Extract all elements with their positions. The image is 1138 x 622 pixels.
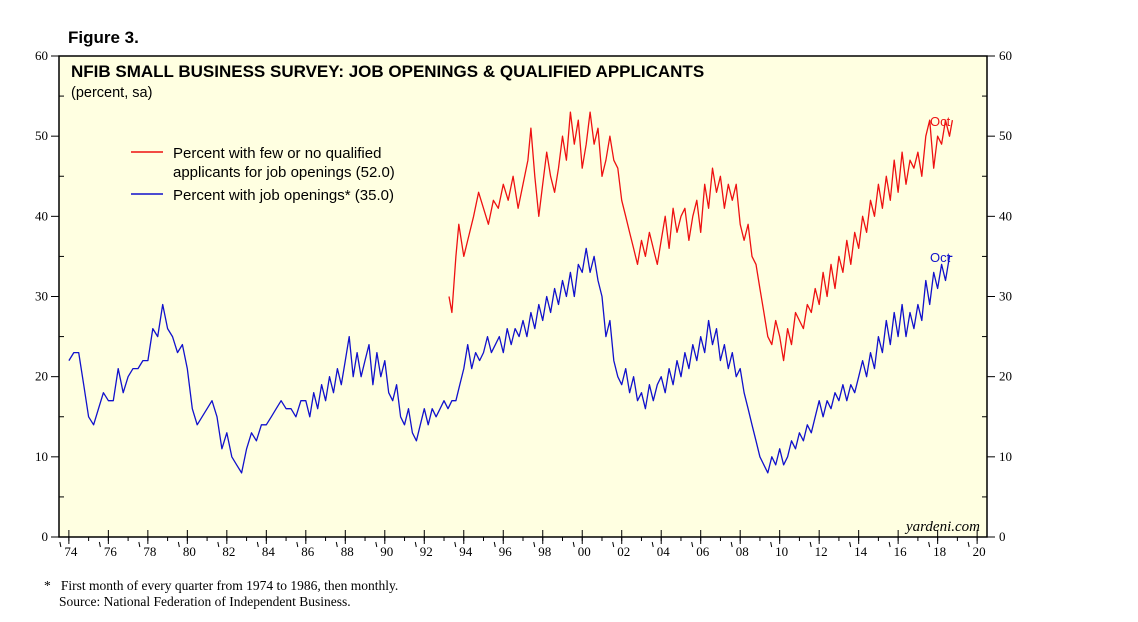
chart-subtitle: (percent, sa) [71, 85, 152, 101]
plot-background [58, 55, 988, 538]
series-layer [68, 111, 954, 474]
x-tick-label: 76 [104, 544, 118, 559]
y-axis: 0 0 10 10 20 20 30 30 40 40 50 50 60 60 [35, 48, 1012, 544]
x-tick-label: 92 [420, 544, 433, 559]
y-tick-label-left: 50 [35, 128, 48, 143]
x-tick-label-apostrophe [256, 541, 259, 548]
y-tick-label-right: 0 [999, 529, 1006, 544]
legend: Percent with few or no qualified applica… [131, 145, 395, 204]
x-tick-label: 06 [696, 544, 710, 559]
y-tick-label-left: 20 [35, 369, 48, 384]
y-tick-label-right: 50 [999, 128, 1012, 143]
x-tick-label-apostrophe [928, 541, 931, 548]
x-tick-label-apostrophe [493, 541, 496, 548]
x-tick-label-apostrophe [967, 541, 970, 548]
chart-title: NFIB SMALL BUSINESS SURVEY: JOB OPENINGS… [71, 62, 704, 81]
x-tick-label: 14 [854, 544, 868, 559]
x-tick-label: 02 [617, 544, 630, 559]
x-tick-label: 90 [380, 544, 393, 559]
red-series-end-label: Oct [930, 114, 951, 129]
x-tick-label: 08 [736, 544, 749, 559]
x-tick-label: 86 [301, 544, 315, 559]
x-tick-label: 84 [262, 544, 276, 559]
x-tick-label-apostrophe [454, 541, 457, 548]
y-tick-label-right: 30 [999, 289, 1012, 304]
series-line-job-openings [68, 247, 953, 474]
y-tick-label-right: 60 [999, 48, 1012, 63]
y-tick-label-right: 10 [999, 449, 1012, 464]
x-tick-label-apostrophe [375, 541, 378, 548]
x-tick-label-apostrophe [414, 541, 417, 548]
footnote-asterisk: * First month of every quarter from 1974… [44, 578, 398, 594]
x-tick-label-apostrophe [651, 541, 654, 548]
y-tick-label-right: 20 [999, 369, 1012, 384]
x-tick-label: 94 [459, 544, 473, 559]
x-tick-label-apostrophe [691, 541, 694, 548]
x-tick-label-apostrophe [296, 541, 299, 548]
x-tick-label: 88 [341, 544, 354, 559]
footnote-source: Source: National Federation of Independe… [59, 594, 351, 609]
x-tick-label-apostrophe [138, 541, 141, 548]
x-tick-label-apostrophe [98, 541, 101, 548]
x-tick-label: 20 [973, 544, 986, 559]
x-tick-label-apostrophe [809, 541, 812, 548]
x-tick-label: 12 [815, 544, 828, 559]
x-axis: 74 76 78 80 82 84 86 88 90 92 94 96 98 00 02 04 06 08 10 12… [59, 530, 986, 559]
x-tick-label: 98 [538, 544, 551, 559]
legend-label-blue: Percent with job openings* (35.0) [173, 187, 394, 204]
x-tick-label: 82 [222, 544, 235, 559]
x-tick-label-apostrophe [730, 541, 733, 548]
x-tick-label: 00 [578, 544, 591, 559]
x-tick-label-apostrophe [849, 541, 852, 548]
footnote-asterisk-mark: * [44, 578, 51, 593]
x-tick-label-apostrophe [335, 541, 338, 548]
x-tick-label: 04 [657, 544, 671, 559]
x-tick-label: 18 [933, 544, 946, 559]
y-tick-label-left: 60 [35, 48, 48, 63]
x-tick-label: 96 [499, 544, 513, 559]
x-tick-label-apostrophe [533, 541, 536, 548]
footnote-asterisk-text: First month of every quarter from 1974 t… [60, 578, 399, 593]
x-tick-label-apostrophe [217, 541, 220, 548]
y-tick-label-left: 40 [35, 208, 48, 223]
x-tick-label-apostrophe [888, 541, 891, 548]
x-tick-label: 78 [143, 544, 156, 559]
x-tick-label: 74 [64, 544, 78, 559]
x-tick-label: 10 [775, 544, 788, 559]
x-tick-label-apostrophe [612, 541, 615, 548]
legend-label-red-line2: applicants for job openings (52.0) [173, 164, 395, 181]
x-tick-label-apostrophe [572, 541, 575, 548]
y-tick-label-left: 0 [42, 529, 49, 544]
x-tick-label: 80 [183, 544, 196, 559]
x-tick-label-apostrophe [770, 541, 773, 548]
series-line-qualified-applicants [448, 111, 954, 362]
legend-label-red-line1: Percent with few or no qualified [173, 145, 381, 162]
blue-series-end-label: Oct [930, 250, 951, 265]
y-tick-label-right: 40 [999, 208, 1012, 223]
y-tick-label-left: 30 [35, 289, 48, 304]
x-tick-label: 16 [894, 544, 908, 559]
figure-label: Figure 3. [68, 28, 139, 47]
x-tick-label-apostrophe [177, 541, 180, 548]
y-tick-label-left: 10 [35, 449, 48, 464]
x-tick-label-apostrophe [59, 541, 62, 548]
watermark: yardeni.com [904, 519, 980, 535]
